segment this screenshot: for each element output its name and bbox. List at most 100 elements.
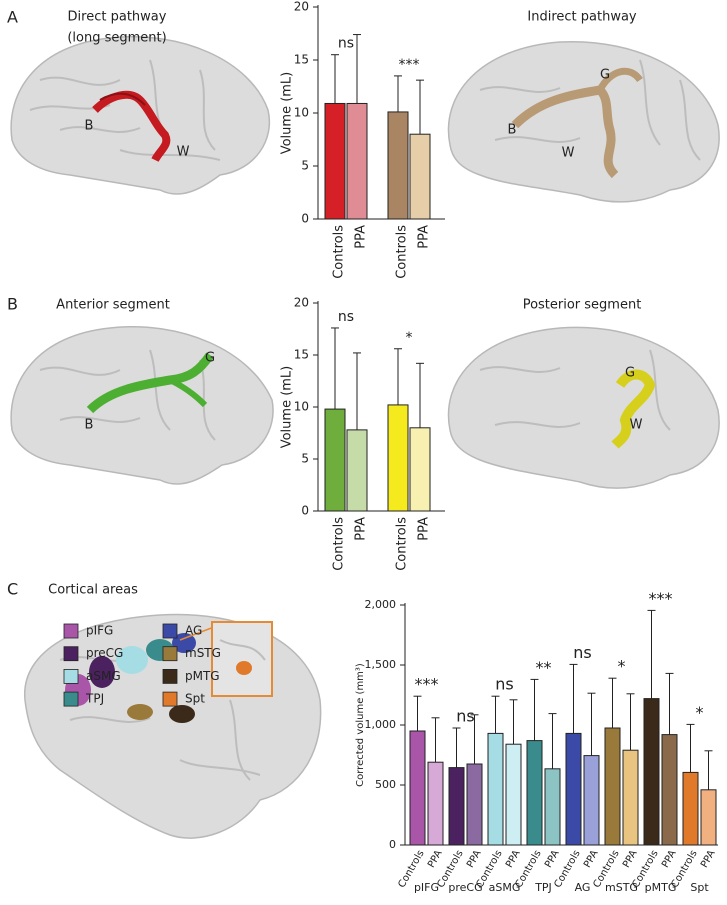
bar (409, 427, 431, 512)
bar-label: PPA (417, 517, 432, 541)
y-tick-label: 5 (301, 452, 309, 466)
image-label: G (205, 351, 215, 366)
bar-label: PPA (543, 848, 562, 869)
significance-label: ns (456, 707, 474, 726)
image-label: G (600, 68, 610, 83)
x-category-label: AG (575, 881, 591, 894)
y-axis-label: Volume (mL) (280, 366, 295, 449)
image-title: Cortical areas (48, 583, 138, 598)
bar (387, 111, 409, 220)
significance-label: ns (338, 309, 354, 325)
legend-swatch (162, 669, 178, 684)
bar (583, 755, 600, 846)
bar (466, 763, 483, 846)
legend-swatch (63, 669, 79, 684)
bar-label: PPA (354, 225, 369, 249)
bar (643, 698, 660, 846)
x-category-label: aSMG (489, 881, 521, 894)
x-category-label: mSTG (605, 881, 638, 894)
legend-swatch (162, 623, 178, 639)
image-label: G (625, 366, 635, 381)
image-label: W (177, 145, 190, 160)
y-tick-label: 500 (375, 778, 396, 791)
significance-label: ** (536, 658, 552, 677)
bar-label: Controls (395, 225, 410, 279)
brain-image (447, 326, 720, 489)
legend-swatch (63, 691, 79, 707)
bar (409, 133, 431, 220)
image-label: B (85, 418, 94, 433)
brain-image (10, 326, 274, 485)
bar (505, 743, 522, 846)
bar (387, 404, 409, 512)
image-label: W (630, 418, 643, 433)
legend-swatch (162, 646, 178, 662)
y-tick-label: 5 (301, 159, 309, 173)
panel-label: B (7, 295, 18, 314)
legend-swatch (63, 623, 79, 639)
y-axis-label: Corrected volume (mm³) (355, 663, 366, 787)
bar-label: PPA (621, 848, 640, 869)
bar-label: Controls (395, 517, 410, 571)
bar (427, 761, 444, 846)
bar-label: PPA (426, 848, 445, 869)
bar (682, 771, 699, 846)
legend-label: pIFG (86, 624, 113, 638)
x-category-label: pMTG (645, 881, 677, 894)
bar (324, 408, 346, 512)
significance-label: *** (415, 675, 439, 694)
legend-swatch (162, 691, 178, 707)
legend-label: TPJ (85, 692, 104, 706)
bar (565, 732, 582, 846)
y-tick-label: 1,500 (365, 658, 397, 671)
bar-label: PPA (660, 848, 679, 869)
bar (622, 749, 639, 846)
x-category-label: pIFG (414, 881, 439, 894)
image-title: Indirect pathway (527, 10, 637, 25)
bar (487, 732, 504, 846)
bar (409, 730, 426, 846)
significance-label: * (618, 657, 626, 676)
bar-label: PPA (417, 225, 432, 249)
legend-swatch (63, 646, 79, 662)
bar-label: PPA (582, 848, 601, 869)
bar-label: Controls (332, 225, 347, 279)
bar (324, 102, 346, 220)
y-tick-label: 2,000 (365, 598, 397, 611)
bar (526, 740, 543, 846)
x-category-label: preCG (448, 881, 482, 894)
significance-label: * (696, 703, 704, 722)
brain-image (447, 40, 720, 203)
significance-label: ns (573, 643, 591, 662)
image-title: (long segment) (67, 31, 166, 46)
y-axis-label: Volume (mL) (280, 72, 295, 155)
image-title: Direct pathway (68, 10, 167, 25)
image-label: B (85, 119, 94, 134)
y-tick-label: 0 (389, 838, 396, 851)
significance-label: ns (338, 36, 354, 52)
y-tick-label: 0 (301, 504, 309, 518)
legend-label: preCG (86, 646, 123, 660)
bar (604, 727, 621, 846)
bar (448, 767, 465, 846)
legend-label: aSMG (86, 669, 121, 683)
y-tick-label: 20 (294, 0, 309, 14)
x-category-label: Spt (690, 881, 709, 894)
panel-label: A (7, 8, 18, 27)
bar-label: PPA (504, 848, 523, 869)
bar-label: PPA (354, 517, 369, 541)
y-tick-label: 0 (301, 212, 309, 226)
bar (346, 429, 368, 512)
legend-label: pMTG (185, 669, 220, 683)
y-tick-label: 15 (294, 53, 309, 67)
legend-label: Spt (185, 692, 205, 706)
bar-label: PPA (465, 848, 484, 869)
significance-label: * (406, 330, 413, 346)
x-category-label: TPJ (534, 881, 552, 894)
bar (544, 768, 561, 846)
significance-label: *** (399, 57, 420, 73)
y-tick-label: 1,000 (365, 718, 397, 731)
bar-label: Controls (332, 517, 347, 571)
panel-label: C (7, 580, 18, 599)
